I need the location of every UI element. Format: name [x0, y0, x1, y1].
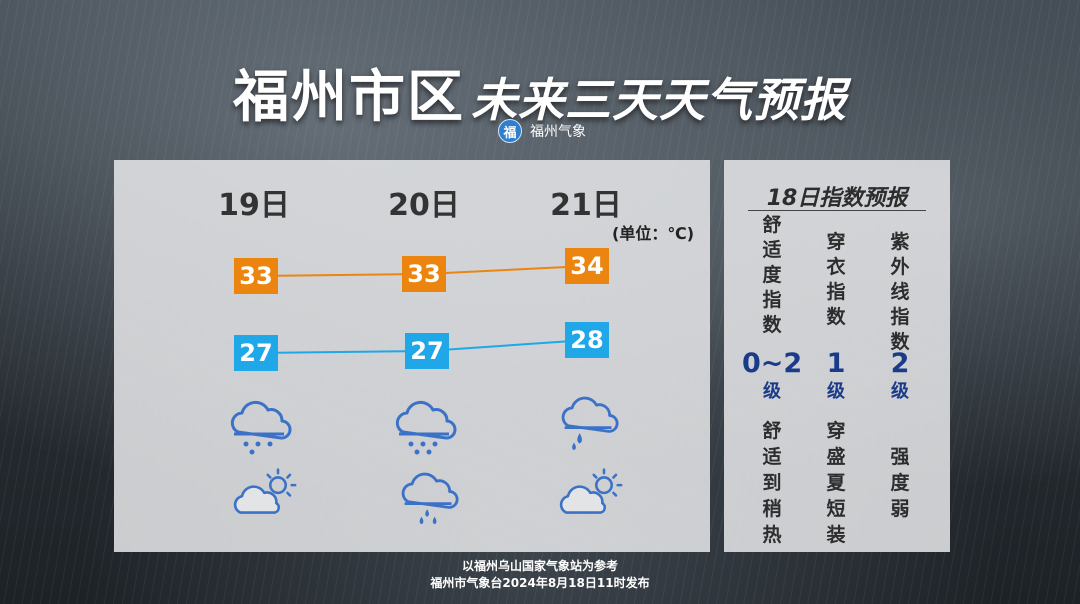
- high-temp-box: 34: [565, 248, 609, 284]
- index-description: 强度弱: [890, 446, 910, 520]
- high-temp-box: 33: [402, 256, 446, 292]
- source-name: 福州气象: [530, 124, 586, 140]
- footer-publish-info: 福州市气象台2024年8月18日11时发布: [430, 576, 650, 590]
- day-label: 21日: [550, 188, 622, 223]
- index-value: 2: [890, 348, 910, 379]
- cloud-rain-icon: [561, 396, 619, 451]
- low-temp-line: [255, 350, 428, 354]
- fuzhou-weather-logo-icon: 福: [498, 119, 522, 143]
- index-name: 紫外线指数: [890, 231, 910, 353]
- high-temp-box: 33: [234, 258, 278, 294]
- index-name: 穿衣指数: [826, 231, 846, 328]
- cloud-rain-icon: [401, 472, 459, 525]
- index-title-underline: [748, 210, 926, 211]
- low-temp-box: 27: [405, 333, 449, 369]
- index-panel: [724, 160, 950, 552]
- index-level-unit: 级: [763, 381, 781, 402]
- high-temp-line: [423, 265, 588, 275]
- index-value: 0~2: [742, 348, 803, 379]
- footer-reference: 以福州乌山国家气象站为参考: [461, 559, 618, 573]
- title-subtitle: 未来三天天气预报: [471, 73, 847, 127]
- high-temp-line: [255, 273, 425, 277]
- index-title: 18日指数预报: [766, 186, 908, 211]
- index-description: 穿盛夏短装: [826, 420, 846, 546]
- index-level-unit: 级: [891, 381, 909, 402]
- index-level-unit: 级: [827, 381, 845, 402]
- sun-behind-cloud-icon: [559, 468, 623, 514]
- day-label: 19日: [218, 188, 290, 223]
- index-value: 1: [826, 348, 846, 379]
- sun-behind-cloud-icon: [233, 468, 297, 514]
- day-label: 20日: [388, 188, 460, 223]
- page-title: 福州市区 未来三天天气预报: [0, 52, 1080, 133]
- cloud-light-rain-icon: [230, 400, 292, 455]
- source-badge: 福 福州气象: [498, 118, 586, 144]
- unit-label: (单位：℃): [612, 224, 695, 243]
- title-city: 福州市区: [233, 65, 465, 130]
- cloud-light-rain-icon: [395, 400, 457, 455]
- index-name: 舒适度指数: [762, 214, 782, 336]
- low-temp-box: 28: [565, 322, 609, 358]
- index-description: 舒适到稍热: [762, 420, 782, 546]
- low-temp-box: 27: [234, 335, 278, 371]
- low-temp-line: [426, 339, 588, 352]
